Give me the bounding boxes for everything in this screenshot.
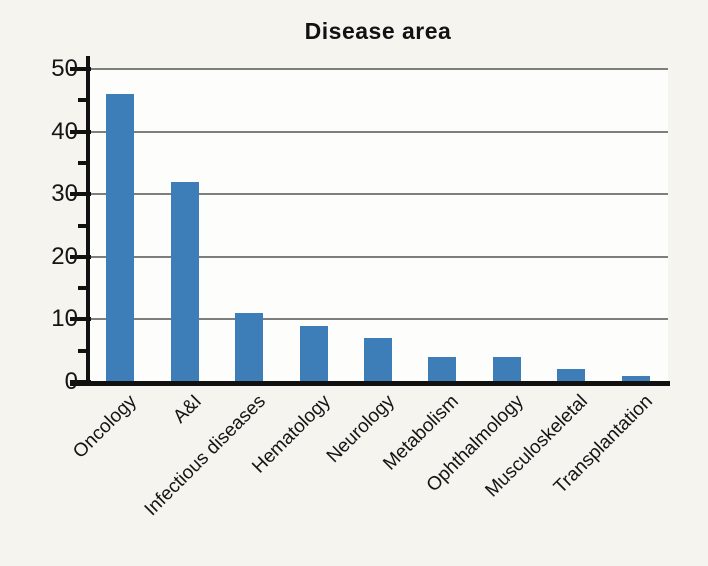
gridline-y10	[88, 318, 668, 321]
y-tick-label-0: 0	[64, 368, 78, 395]
bar-hematology	[299, 325, 328, 382]
y-minor-tick-25	[78, 223, 88, 228]
y-tick-label-10: 10	[51, 305, 78, 333]
bar-metabolism	[428, 356, 457, 382]
y-axis-line	[86, 56, 90, 386]
bar-neurology	[364, 338, 392, 382]
gridline-y30	[88, 193, 668, 196]
gridline-y20	[88, 255, 668, 258]
y-major-tick-0	[70, 380, 91, 384]
y-major-tick-40	[70, 129, 91, 134]
y-tick-label-20: 20	[51, 242, 78, 270]
gridline-y40	[88, 130, 668, 133]
gridline-y50	[88, 68, 668, 70]
bar-a-i	[170, 181, 199, 382]
y-minor-tick-5	[78, 348, 88, 353]
plot-area	[88, 68, 668, 382]
y-tick-label-50: 50	[51, 55, 78, 82]
bar-musculoskeletal	[557, 369, 586, 382]
y-tick-label-40: 40	[51, 117, 78, 145]
bar-oncology	[106, 94, 135, 382]
bar-infectious-diseases	[235, 313, 264, 382]
chart-title: Disease area	[304, 18, 452, 44]
y-tick-label-30: 30	[51, 180, 78, 208]
bar-ophthalmology	[492, 356, 521, 382]
y-minor-tick-45	[78, 98, 88, 103]
y-major-tick-50	[70, 67, 91, 71]
y-major-tick-10	[70, 317, 91, 322]
x-axis-line	[70, 381, 670, 386]
y-minor-tick-15	[78, 286, 88, 291]
bar-transplantation	[621, 375, 650, 382]
y-major-tick-20	[70, 254, 91, 259]
y-minor-tick-35	[78, 160, 88, 165]
y-major-tick-30	[70, 192, 91, 197]
